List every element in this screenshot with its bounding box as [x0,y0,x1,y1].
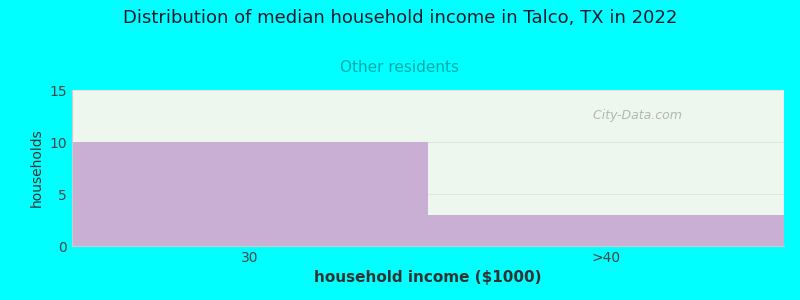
Bar [72,142,428,246]
Bar [428,215,784,246]
Y-axis label: households: households [30,129,44,207]
Text: Other residents: Other residents [341,60,459,75]
Text: City-Data.com: City-Data.com [585,109,682,122]
Text: Distribution of median household income in Talco, TX in 2022: Distribution of median household income … [123,9,677,27]
X-axis label: household income ($1000): household income ($1000) [314,270,542,285]
